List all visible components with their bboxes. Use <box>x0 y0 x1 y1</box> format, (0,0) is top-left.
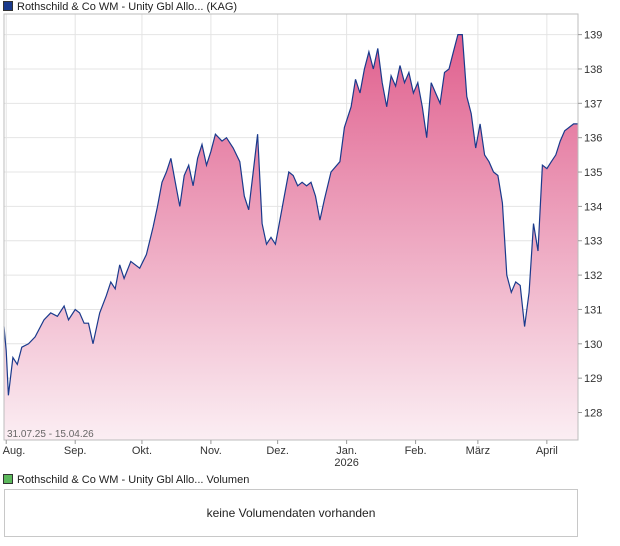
y-tick-label: 137 <box>584 98 602 110</box>
date-range-label: 31.07.25 - 15.04.26 <box>7 429 94 440</box>
x-tick-label: Sep. <box>64 445 87 457</box>
y-tick-label: 134 <box>584 201 602 213</box>
x-tick-label: Jan. <box>336 445 357 457</box>
y-tick-label: 136 <box>584 133 602 145</box>
y-tick-label: 138 <box>584 64 602 76</box>
y-tick-label: 130 <box>584 339 602 351</box>
price-area <box>4 34 578 440</box>
legend-swatch-volume <box>3 474 13 484</box>
legend-label-price: Rothschild & Co WM - Unity Gbl Allo... (… <box>17 1 238 13</box>
x-tick-label: Okt. <box>132 445 152 457</box>
legend-label-volume: Rothschild & Co WM - Unity Gbl Allo... V… <box>17 474 250 486</box>
y-tick-label: 135 <box>584 167 602 179</box>
price-line <box>3 34 578 396</box>
x-tick-label: März <box>466 445 490 457</box>
x-tick-label: Aug. <box>3 445 26 457</box>
price-chart[interactable]: 128 129 130 131 132 133 134 135 136 137 138 139 Aug… <box>0 0 620 470</box>
y-tick-label: 132 <box>584 270 602 282</box>
x-axis: Aug. Sep. Okt. Nov. Dez. Jan.2026 Feb. März Apri… <box>3 440 558 469</box>
x-tick-year-label: 2026 <box>334 457 358 469</box>
y-tick-label: 139 <box>584 30 602 42</box>
x-tick-label: Dez. <box>266 445 289 457</box>
legend-swatch-price <box>3 1 13 11</box>
volume-legend: Rothschild & Co WM - Unity Gbl Allo... V… <box>3 473 249 487</box>
y-tick-label: 133 <box>584 236 602 248</box>
plot-frame <box>3 13 579 441</box>
chart-legend: Rothschild & Co WM - Unity Gbl Allo... (… <box>3 0 237 14</box>
no-volume-message: keine Volumendaten vorhanden <box>206 506 376 520</box>
volume-panel: keine Volumendaten vorhanden <box>4 489 578 537</box>
x-tick-label: April <box>536 445 558 457</box>
y-tick-label: 131 <box>584 304 602 316</box>
y-axis: 128 129 130 131 132 133 134 135 136 137 138 139 <box>578 30 602 420</box>
y-tick-label: 128 <box>584 408 602 420</box>
y-tick-label: 129 <box>584 373 602 385</box>
x-tick-label: Feb. <box>405 445 427 457</box>
x-tick-label: Nov. <box>200 445 222 457</box>
